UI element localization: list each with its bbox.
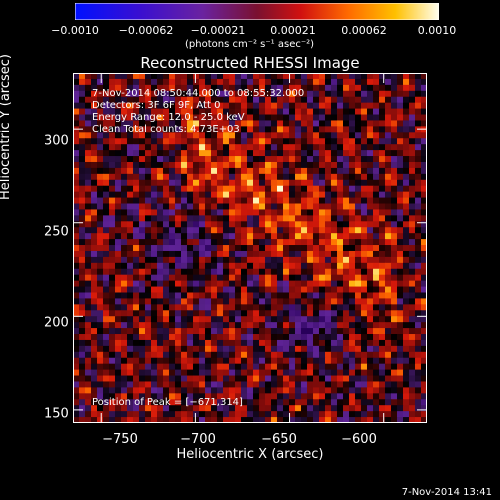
colorbar-units: (photons cm⁻² s⁻¹ asec⁻²) <box>185 39 315 50</box>
y-tick-label: 200 <box>44 315 69 331</box>
x-tick-label: −700 <box>180 432 216 447</box>
image-title: Reconstructed RHESSI Image <box>140 54 360 72</box>
x-tick-label: −750 <box>102 432 138 447</box>
peak-position: Position of Peak = [−671,314] <box>92 397 243 408</box>
info-detectors: Detectors: 3F 6F 9F, Att 0 <box>92 100 221 111</box>
y-tick-label: 150 <box>44 406 69 422</box>
y-tick-label: 300 <box>44 133 69 149</box>
colorbar-tick: −0.00062 <box>118 24 174 37</box>
x-tick-label: −600 <box>341 432 377 447</box>
colorbar-tick: 0.0010 <box>417 24 457 37</box>
colorbar-tick: 0.00062 <box>341 24 387 37</box>
x-tick-label: −650 <box>261 432 297 447</box>
colorbar <box>75 3 439 20</box>
info-clean-counts: Clean Total counts: 4.73E+03 <box>92 124 240 135</box>
y-axis-label: Heliocentric Y (arcsec) <box>0 54 13 200</box>
info-time-range: 7-Nov-2014 08:50:44.000 to 08:55:32.000 <box>92 88 305 99</box>
plot-timestamp: 7-Nov-2014 13:41 <box>401 487 492 498</box>
colorbar-tick: −0.00021 <box>190 24 246 37</box>
x-axis-label: Heliocentric X (arcsec) <box>176 447 324 462</box>
info-energy-range: Energy Range: 12.0 - 25.0 keV <box>92 112 245 123</box>
colorbar-tick: −0.0010 <box>51 24 99 37</box>
rhessi-image <box>73 73 428 424</box>
colorbar-tick: 0.00021 <box>270 24 316 37</box>
y-tick-label: 250 <box>44 224 69 240</box>
